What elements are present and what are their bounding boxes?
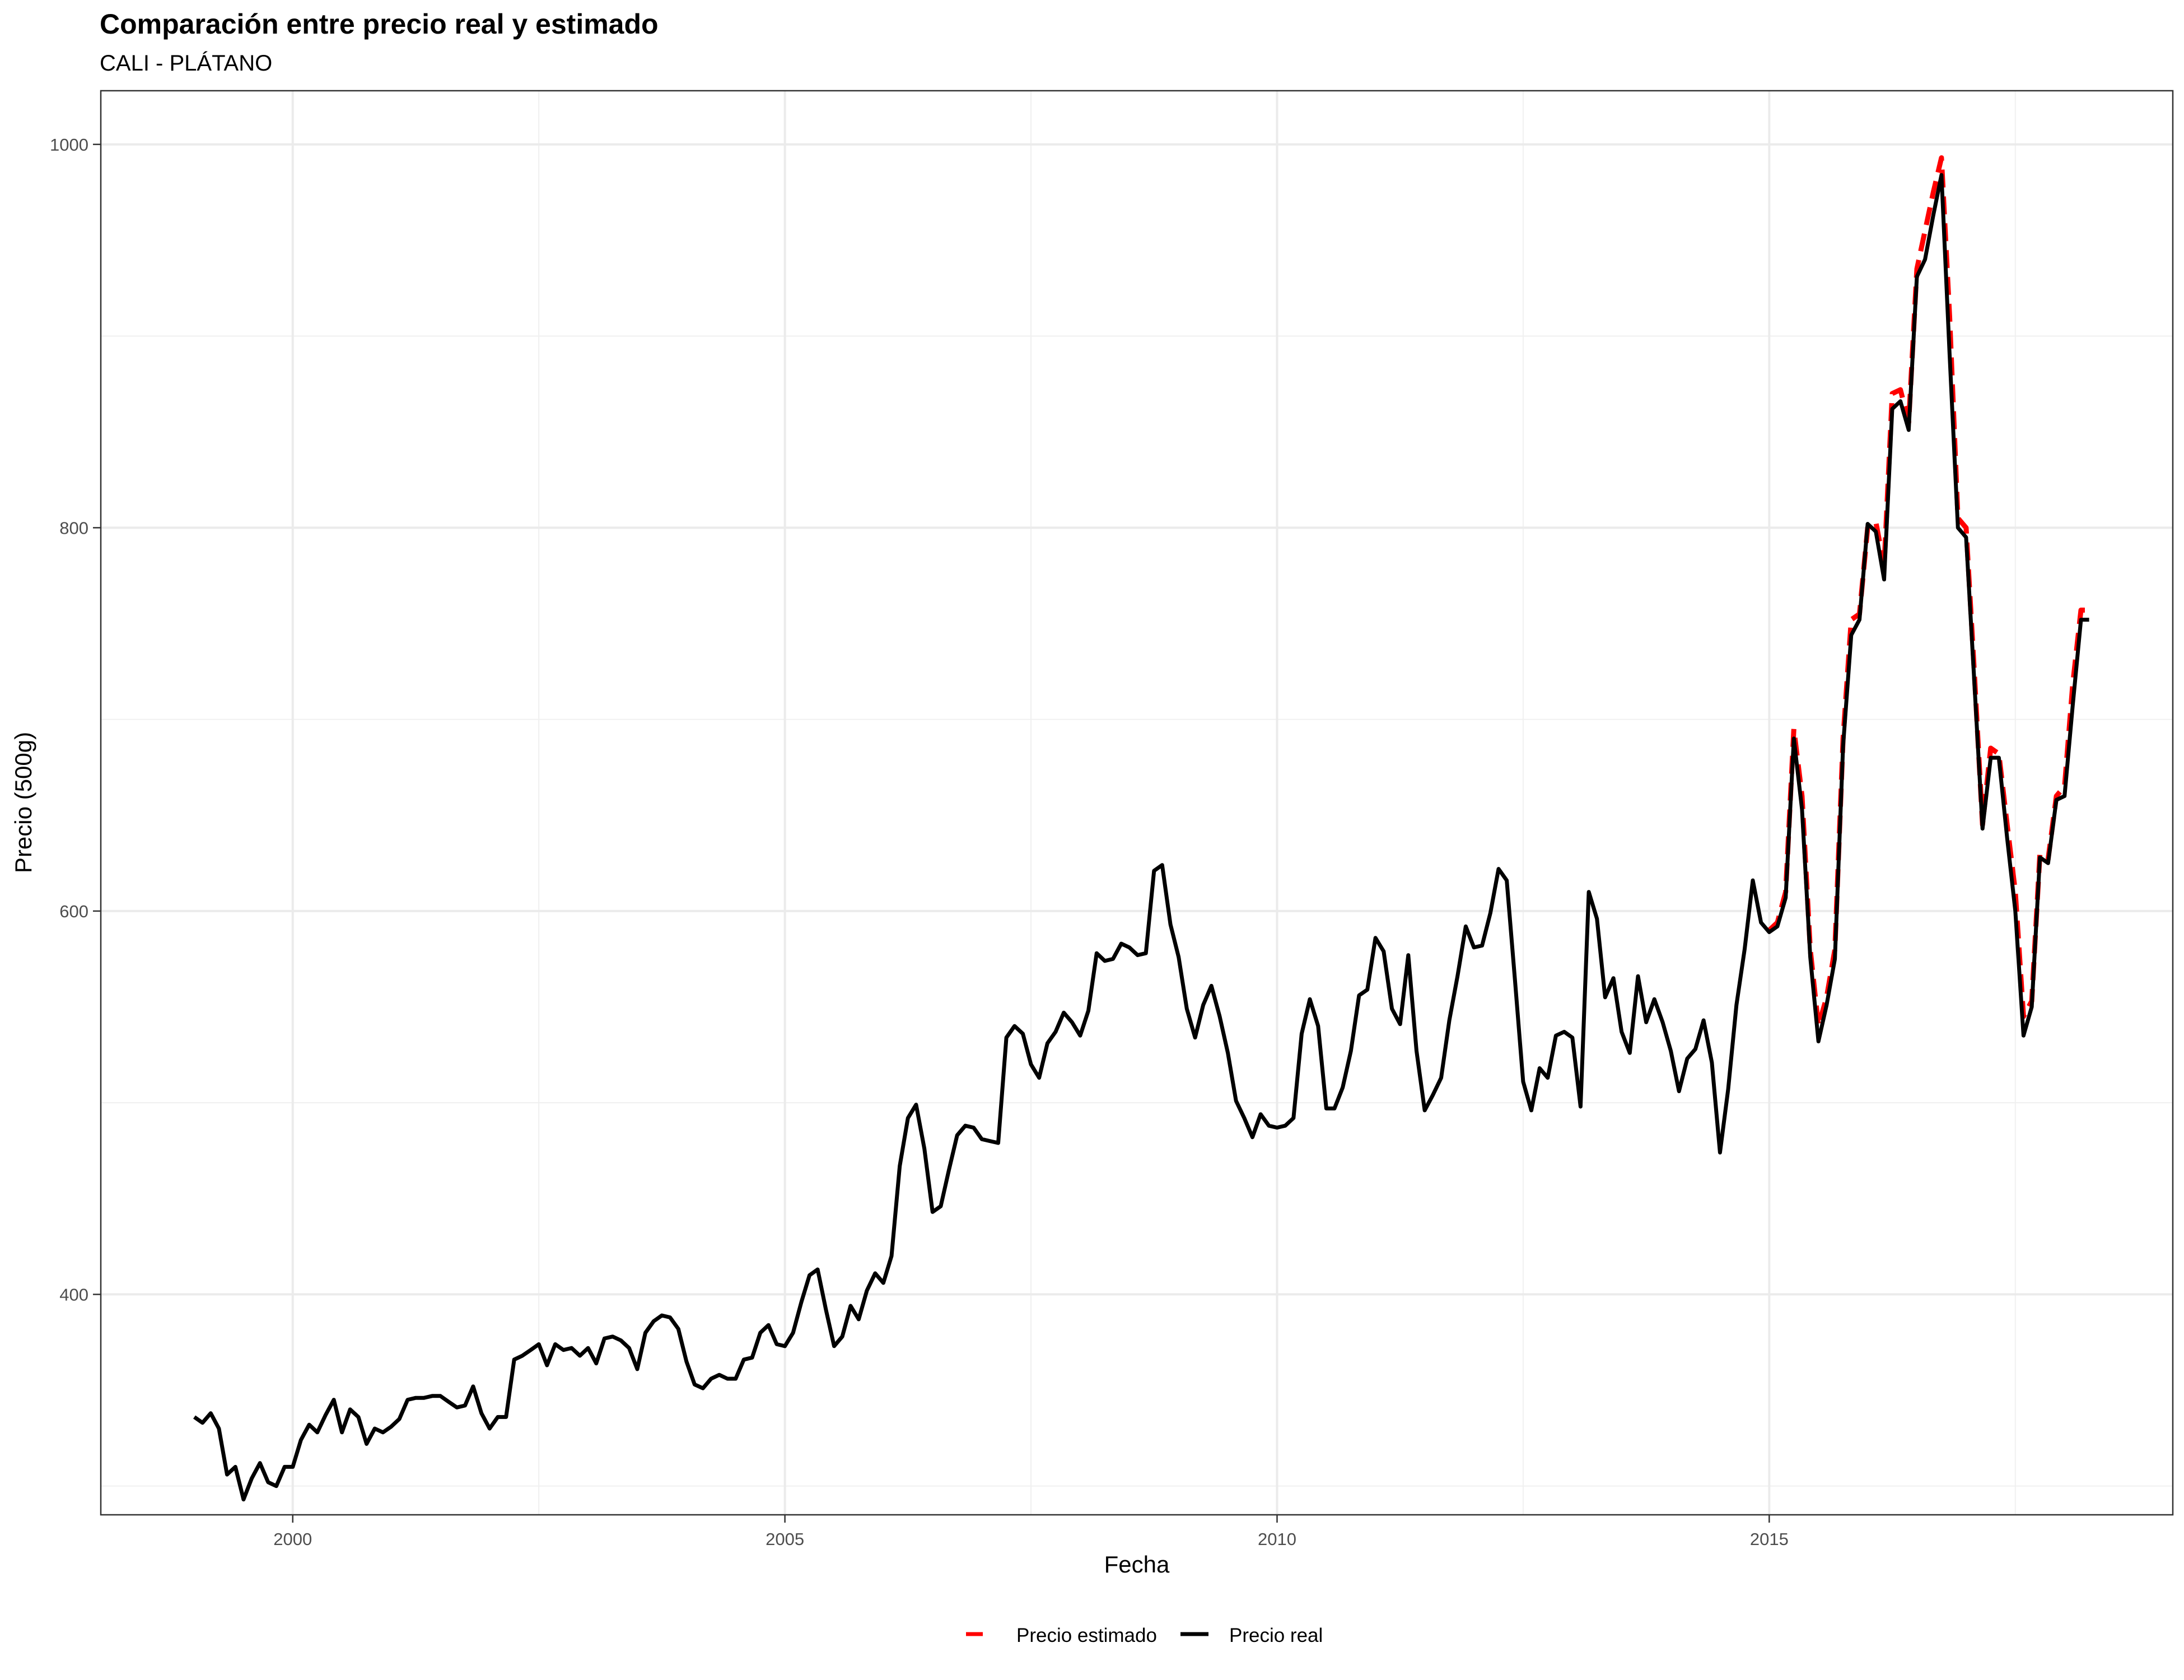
chart-subtitle: CALI - PLÁTANO [100,50,272,76]
legend: Precio estimado Precio real [966,1625,1323,1646]
grid-lines [101,91,2173,1515]
y-tick-label: 600 [59,902,88,921]
x-tick-label: 2010 [1258,1529,1296,1549]
x-axis-label: Fecha [1104,1551,1170,1578]
series-lines [193,155,2089,1502]
x-tick-label: 2000 [273,1529,312,1549]
axis-ticks: 2000 2005 2010 2015 400 600 800 1000 [50,135,1789,1549]
plot-panel-border [100,90,2174,1516]
y-tick-label: 1000 [50,135,88,155]
legend-label-precio-estimado: Precio estimado [1016,1625,1157,1646]
chart-title: Comparación entre precio real y estimado [100,8,659,40]
y-tick-label: 800 [59,518,88,538]
y-tick-label: 400 [59,1285,88,1304]
series-line-precio-estimado [1767,155,2089,1029]
x-tick-label: 2005 [766,1529,804,1549]
x-tick-label: 2015 [1750,1529,1789,1549]
series-line-precio-real [193,173,2089,1502]
legend-label-precio-real: Precio real [1229,1625,1323,1646]
y-axis-label: Precio (500g) [10,732,36,873]
